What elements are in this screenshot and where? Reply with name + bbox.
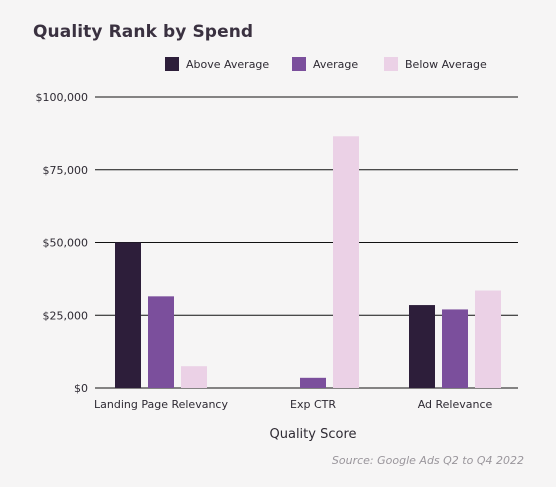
y-axis-ticks: $0 $25,000 $50,000 $75,000 $100,000 xyxy=(36,91,89,395)
bars xyxy=(115,136,501,388)
x-axis-ticks: Landing Page Relevancy Exp CTR Ad Relevanc… xyxy=(94,398,493,411)
y-tick-label: $50,000 xyxy=(43,237,89,250)
x-tick-label: Landing Page Relevancy xyxy=(94,398,228,411)
bar-below-average xyxy=(333,136,359,388)
y-tick-label: $75,000 xyxy=(43,164,89,177)
x-axis-label: Quality Score xyxy=(270,427,357,442)
legend-item-above-average: Above Average xyxy=(165,57,269,71)
bar-average xyxy=(148,296,174,388)
source-note: Source: Google Ads Q2 to Q4 2022 xyxy=(331,454,524,467)
bar-below-average xyxy=(475,290,501,388)
legend-label-below-average: Below Average xyxy=(405,57,487,71)
legend-swatch-average xyxy=(292,57,306,71)
y-tick-label: $100,000 xyxy=(36,91,89,104)
legend: Above Average Average Below Average xyxy=(0,57,556,75)
legend-item-below-average: Below Average xyxy=(384,57,487,71)
x-tick-label: Ad Relevance xyxy=(418,398,493,411)
legend-label-average: Average xyxy=(313,57,359,71)
legend-swatch-above-average xyxy=(165,57,179,71)
legend-swatch-below-average xyxy=(384,57,398,71)
bar-above-average xyxy=(409,305,435,388)
bar-average xyxy=(300,377,326,388)
bar-above-average xyxy=(115,242,141,388)
y-tick-label: $25,000 xyxy=(43,309,89,322)
legend-label-above-average: Above Average xyxy=(186,57,270,71)
bar-below-average xyxy=(181,366,207,388)
chart-title: Quality Rank by Spend xyxy=(33,22,254,42)
x-tick-label: Exp CTR xyxy=(290,398,336,411)
legend-item-average: Average xyxy=(292,57,358,71)
y-tick-label: $0 xyxy=(74,382,88,395)
bar-average xyxy=(442,309,468,388)
